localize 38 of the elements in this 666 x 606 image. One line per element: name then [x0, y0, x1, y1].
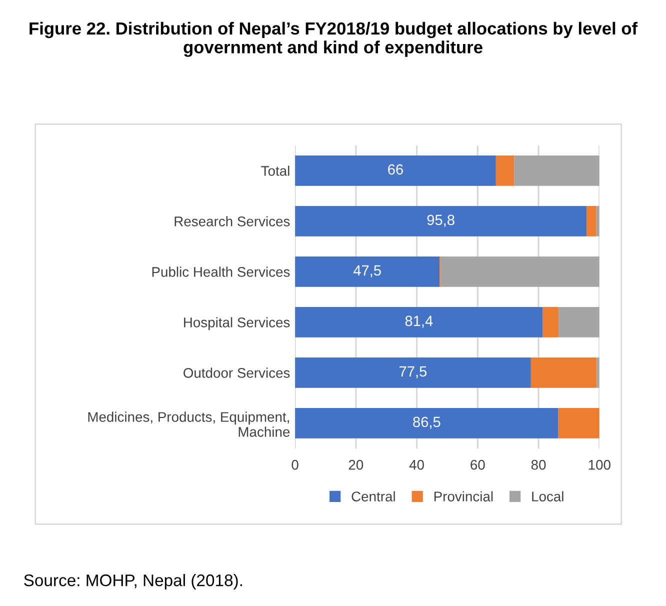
- bar: [558, 408, 600, 438]
- bar: [295, 156, 496, 186]
- x-tick-label: 40: [409, 460, 424, 470]
- y-tick-label: Outdoor Services: [184, 368, 290, 378]
- source-note: Source: MOHP, Nepal (2018).: [24, 574, 242, 590]
- x-tick-label: 60: [470, 460, 485, 470]
- bar: [496, 156, 514, 186]
- bar: [295, 408, 558, 438]
- data-label: 81,4: [405, 316, 433, 328]
- x-tick-label: 20: [348, 460, 364, 470]
- bar: [295, 307, 543, 338]
- data-label: 77,5: [400, 366, 427, 378]
- bar: [440, 256, 600, 287]
- bar: [542, 307, 559, 338]
- data-label: 66: [388, 164, 403, 175]
- legend-label: Central: [352, 491, 395, 502]
- bar: [596, 358, 600, 388]
- x-tick-label: 0: [292, 460, 298, 470]
- bar: [295, 256, 440, 287]
- chart-title: Figure 22. Distribution of Nepal’s FY2018/19 budget allocations by level of government and kind of expenditure: [30, 22, 638, 57]
- y-tick-label: Research Services: [174, 216, 290, 226]
- x-tick-label: 80: [531, 460, 546, 470]
- bar: [586, 206, 596, 236]
- x-tick-label: 100: [588, 460, 610, 470]
- legend-label: Provincial: [434, 491, 493, 502]
- legend-label: Local: [532, 491, 564, 502]
- bar: [530, 358, 597, 388]
- data-label: 86,5: [413, 416, 440, 429]
- bar: [558, 307, 600, 338]
- bar: [514, 156, 600, 186]
- data-label: 47,5: [353, 265, 381, 278]
- y-tick-label: Medicines, Products, Equipment, Machine: [88, 412, 290, 437]
- bar: [295, 358, 531, 388]
- y-tick-label: Total: [261, 166, 290, 176]
- y-tick-label: Hospital Services: [184, 317, 290, 330]
- bar: [295, 206, 587, 236]
- y-tick-label: Public Health Services: [152, 266, 290, 277]
- data-label: 95,8: [427, 214, 454, 227]
